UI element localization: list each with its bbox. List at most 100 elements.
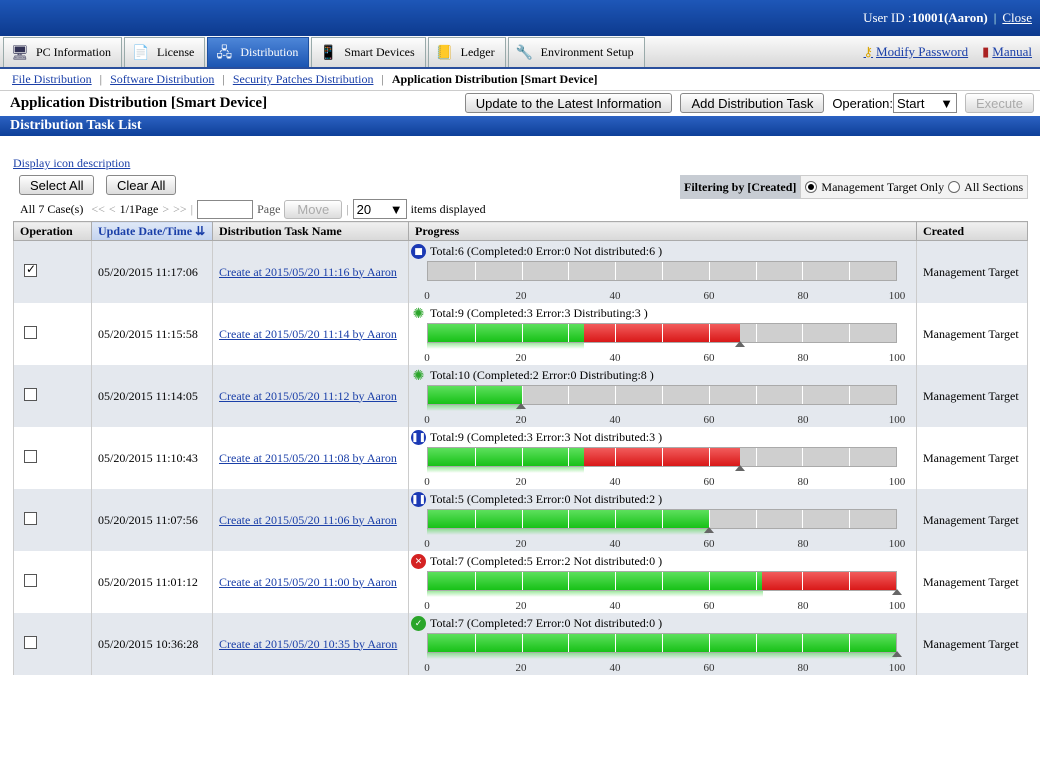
status-stop-icon: ■ xyxy=(411,244,426,259)
page-info: 1/1Page xyxy=(119,201,159,216)
row-checkbox[interactable] xyxy=(24,262,37,277)
distribution-task-table: Operation Update Date/Time ⇊ Distributio… xyxy=(13,221,1028,675)
tick-label: 100 xyxy=(888,662,906,674)
completed-segment xyxy=(428,448,584,466)
tick-label: 40 xyxy=(609,662,621,674)
grid-line xyxy=(662,262,663,280)
subnav-file-distribution[interactable]: File Distribution xyxy=(12,72,92,86)
table-header-row: Operation Update Date/Time ⇊ Distributio… xyxy=(13,221,1028,241)
title-row: Application Distribution [Smart Device] … xyxy=(0,91,1040,116)
chevron-down-icon: ▼ xyxy=(389,201,403,217)
tick-label: 80 xyxy=(797,538,809,550)
divider: | xyxy=(190,201,194,216)
error-segment xyxy=(762,572,896,590)
task-name-link[interactable]: Create at 2015/05/20 11:06 by Aaron xyxy=(219,512,397,527)
manual-link[interactable]: ▮ Manual xyxy=(982,44,1032,60)
page-input[interactable] xyxy=(197,199,254,219)
task-name-link[interactable]: Create at 2015/05/20 11:08 by Aaron xyxy=(219,450,397,465)
execute-button[interactable]: Execute xyxy=(965,93,1034,113)
grid-line xyxy=(802,324,804,342)
task-name-link[interactable]: Create at 2015/05/20 11:16 by Aaron xyxy=(219,264,397,279)
grid-line xyxy=(755,634,757,652)
progress-bar xyxy=(427,447,897,467)
tab-license[interactable]: 📄 License xyxy=(124,37,206,67)
clear-all-button[interactable]: Clear All xyxy=(106,175,177,195)
close-link[interactable]: Close xyxy=(1002,10,1032,25)
all-sections-radio[interactable] xyxy=(948,181,961,193)
tab-distribution[interactable]: 🖧 Distribution xyxy=(207,37,310,67)
divider: | xyxy=(993,10,997,25)
tab-ledger[interactable]: 📒 Ledger xyxy=(427,37,506,67)
progress-text: Total:7 (Completed:7 Error:0 Not distrib… xyxy=(430,616,663,630)
row-checkbox[interactable] xyxy=(24,387,37,401)
grid-line xyxy=(568,262,570,280)
row-checkbox[interactable] xyxy=(24,511,37,525)
add-distribution-task-button[interactable]: Add Distribution Task xyxy=(680,93,825,113)
divider: | xyxy=(222,72,225,86)
status-run-icon: ✺ xyxy=(412,367,425,384)
tick-label: 60 xyxy=(703,538,715,550)
tick-label: 80 xyxy=(797,662,809,674)
task-name-cell: Create at 2015/05/20 11:06 by Aaron xyxy=(212,489,409,551)
subnav-software-distribution[interactable]: Software Distribution xyxy=(110,72,215,86)
last-page-link[interactable]: >> xyxy=(173,201,187,216)
progress-axis: 0 20 40 60 80 100 xyxy=(424,538,905,550)
row-checkbox[interactable] xyxy=(24,635,37,649)
progress-glow xyxy=(427,467,584,473)
row-checkbox[interactable] xyxy=(24,325,37,339)
tab-environment-setup[interactable]: 🔧 Environment Setup xyxy=(507,37,645,67)
column-progress: Progress xyxy=(408,221,917,241)
grid-line xyxy=(521,386,523,404)
modify-password-link[interactable]: ⚷ Modify Password xyxy=(864,44,969,60)
task-name-link[interactable]: Create at 2015/05/20 11:12 by Aaron xyxy=(219,388,397,403)
progress-bar xyxy=(427,633,897,653)
per-page-select[interactable]: 20 ▼ xyxy=(352,199,407,219)
divider: | xyxy=(381,72,384,86)
management-target-radio[interactable] xyxy=(805,181,818,193)
tab-pc-information[interactable]: 🖥 PC Information xyxy=(3,37,122,67)
user-id-label: User ID : xyxy=(863,10,912,25)
page-title: Application Distribution [Smart Device] xyxy=(10,95,268,111)
first-page-link[interactable]: << xyxy=(91,201,105,216)
grid-line xyxy=(662,386,663,404)
date-cell: 05/20/2015 11:07:56 xyxy=(91,489,213,551)
top-bar: User ID : 10001(Aaron) | Close xyxy=(0,0,1040,36)
task-name-link[interactable]: Create at 2015/05/20 11:14 by Aaron xyxy=(219,326,397,341)
row-checkbox[interactable] xyxy=(24,573,37,587)
icon-description-link[interactable]: Display icon description xyxy=(13,156,131,170)
update-latest-button[interactable]: Update to the Latest Information xyxy=(464,93,673,113)
grid-line xyxy=(662,634,663,652)
tab-smart-devices[interactable]: 📱 Smart Devices xyxy=(311,37,426,67)
tab-label: Distribution xyxy=(240,45,299,59)
progress-cell: ❚❚ Total:9 (Completed:3 Error:3 Not distr… xyxy=(408,427,917,489)
progress-bar xyxy=(427,261,897,281)
select-all-button[interactable]: Select All xyxy=(19,175,95,195)
grid-line xyxy=(521,324,523,342)
subnav-security-patches-distribution[interactable]: Security Patches Distribution xyxy=(232,72,374,86)
tick-label: 20 xyxy=(515,290,527,302)
tick-label: 100 xyxy=(888,352,906,364)
move-button[interactable]: Move xyxy=(284,199,343,219)
tick-label: 40 xyxy=(609,538,621,550)
grid-line xyxy=(755,510,757,528)
next-page-link[interactable]: > xyxy=(162,201,170,216)
column-task-name: Distribution Task Name xyxy=(212,221,409,241)
tick-label: 0 xyxy=(424,476,430,488)
book-icon: ▮ xyxy=(982,44,990,60)
operation-cell xyxy=(13,427,92,489)
grid-line xyxy=(849,262,851,280)
tick-label: 40 xyxy=(609,476,621,488)
tick-label: 60 xyxy=(703,290,715,302)
row-checkbox[interactable] xyxy=(24,449,37,463)
manual-label: Manual xyxy=(992,44,1032,59)
progress-text: Total:7 (Completed:5 Error:2 Not distrib… xyxy=(430,554,663,568)
operation-cell xyxy=(13,551,92,613)
progress-cell: ❚❚ Total:5 (Completed:3 Error:0 Not distr… xyxy=(408,489,917,551)
column-update-date[interactable]: Update Date/Time ⇊ xyxy=(91,221,213,241)
task-name-link[interactable]: Create at 2015/05/20 11:00 by Aaron xyxy=(219,574,397,589)
operation-select[interactable]: Start ▼ xyxy=(893,93,958,113)
task-name-link[interactable]: Create at 2015/05/20 10:35 by Aaron xyxy=(219,636,398,651)
prev-page-link[interactable]: < xyxy=(108,201,116,216)
progress-marker xyxy=(892,589,902,595)
grid-line xyxy=(662,448,663,466)
